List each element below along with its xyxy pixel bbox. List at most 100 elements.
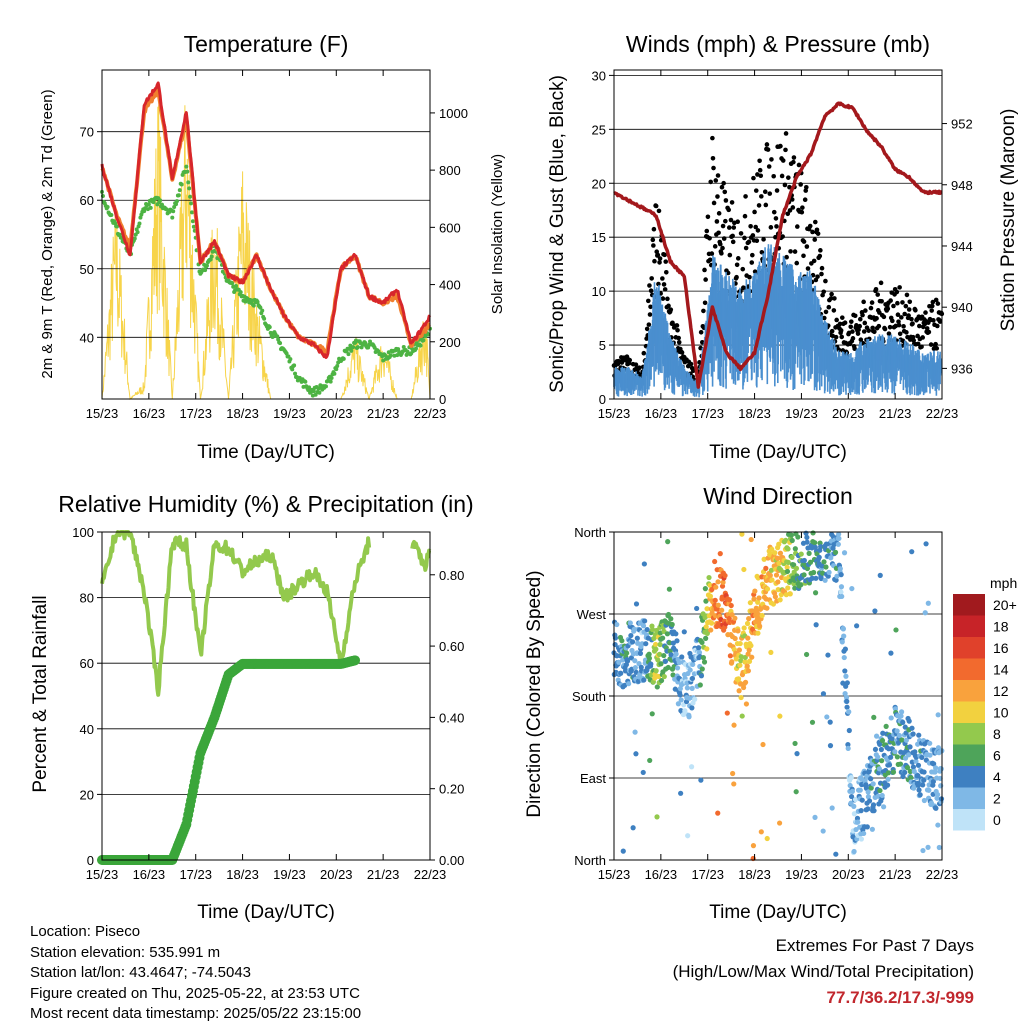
direction-point xyxy=(902,755,909,761)
direction-point xyxy=(907,768,913,775)
solar-y2tick-label: 1000 xyxy=(439,106,468,121)
dewpoint-point xyxy=(204,263,209,268)
direction-point xyxy=(743,701,750,707)
gust-point xyxy=(721,180,726,186)
direction-point xyxy=(719,607,725,613)
temp-plot-frame xyxy=(101,69,431,400)
gust-point xyxy=(778,143,783,149)
humidity-title: Relative Humidity (%) & Precipitation (i… xyxy=(58,491,473,517)
direction-point xyxy=(670,672,676,678)
direction-point xyxy=(865,806,871,812)
dewpoint-point xyxy=(303,379,308,384)
gust-point xyxy=(904,330,909,335)
dir-xtick-label: 21/23 xyxy=(879,867,912,882)
dewpoint-point xyxy=(351,345,356,350)
direction-point xyxy=(619,638,625,644)
gust-point xyxy=(655,252,661,258)
direction-point xyxy=(926,787,932,793)
gust-point xyxy=(765,147,771,152)
direction-point xyxy=(897,761,904,767)
gust-point xyxy=(862,320,868,326)
direction-point xyxy=(888,715,894,721)
direction-point xyxy=(677,692,683,698)
direction-point xyxy=(816,554,822,560)
direction-point xyxy=(732,635,738,642)
direction-point xyxy=(783,537,789,543)
solar-y2tick-label: 200 xyxy=(439,335,461,350)
legend-label: 6 xyxy=(993,747,1001,763)
winds-title: Winds (mph) & Pressure (mb) xyxy=(626,31,930,57)
direction-point xyxy=(737,662,743,668)
gust-point xyxy=(782,182,788,188)
direction-point xyxy=(747,600,753,606)
gust-point xyxy=(721,236,727,241)
direction-point xyxy=(861,830,867,837)
direction-point xyxy=(712,597,718,603)
direction-point xyxy=(877,741,883,747)
dewpoint-point xyxy=(260,308,265,313)
direction-point xyxy=(641,677,647,683)
direction-point xyxy=(785,585,791,591)
direction-point xyxy=(622,682,628,688)
gust-point xyxy=(834,317,839,323)
gust-point xyxy=(904,292,910,298)
direction-point xyxy=(729,659,735,665)
gust-point xyxy=(668,307,674,312)
precipitation-series xyxy=(97,655,361,865)
dewpoint-point xyxy=(209,254,214,259)
direction-point xyxy=(755,630,761,636)
gust-point xyxy=(703,277,708,282)
direction-point xyxy=(899,737,905,743)
direction-point xyxy=(719,583,726,589)
extremes-subheading: (High/Low/Max Wind/Total Precipitation) xyxy=(672,962,974,981)
gust-point xyxy=(746,239,752,245)
direction-point xyxy=(689,675,696,682)
extremes-values: 77.7/36.2/17.3/-999 xyxy=(826,988,974,1007)
direction-point xyxy=(885,770,891,776)
dewpoint-point xyxy=(341,356,346,361)
direction-point xyxy=(745,635,751,641)
direction-point xyxy=(633,601,640,607)
legend-label: 8 xyxy=(993,726,1001,742)
gust-point xyxy=(917,323,922,329)
dewpoint-point xyxy=(307,385,312,390)
extremes-heading: Extremes For Past 7 Days xyxy=(775,936,974,955)
direction-point xyxy=(739,531,745,537)
gust-point xyxy=(707,235,712,241)
direction-point xyxy=(851,811,857,817)
gust-point xyxy=(663,269,669,275)
gust-point xyxy=(651,226,657,232)
dewpoint-point xyxy=(278,341,283,346)
pressure-y2tick-label: 944 xyxy=(951,239,973,254)
direction-point xyxy=(902,724,908,730)
direction-point xyxy=(827,743,834,749)
rh-plot-frame xyxy=(101,531,431,861)
direction-point xyxy=(864,824,870,830)
direction-point xyxy=(915,782,921,788)
gust-point xyxy=(881,314,887,320)
direction-point xyxy=(749,654,755,660)
direction-point xyxy=(728,602,734,609)
direction-point xyxy=(837,566,843,572)
direction-point xyxy=(657,641,663,648)
direction-point xyxy=(653,646,659,652)
direction-point xyxy=(938,766,944,772)
direction-point xyxy=(777,597,783,603)
direction-point xyxy=(906,718,912,724)
wind-ytick-label: 20 xyxy=(592,176,606,191)
direction-point xyxy=(648,661,654,667)
rh-ytick-label: 80 xyxy=(80,591,94,606)
gust-point xyxy=(923,310,928,315)
direction-point xyxy=(635,640,641,646)
gust-point xyxy=(910,321,915,326)
direction-point xyxy=(630,825,636,831)
direction-point xyxy=(848,774,854,781)
dir-ytick-label: East xyxy=(580,771,606,786)
direction-point xyxy=(793,789,799,795)
direction-point xyxy=(784,564,790,570)
legend-label: 2 xyxy=(993,790,1001,806)
wind-plot-frame xyxy=(613,69,943,400)
temperature-xlabel: Time (Day/UTC) xyxy=(197,442,335,463)
direction-point xyxy=(787,591,793,597)
dewpoint-point xyxy=(135,230,140,235)
